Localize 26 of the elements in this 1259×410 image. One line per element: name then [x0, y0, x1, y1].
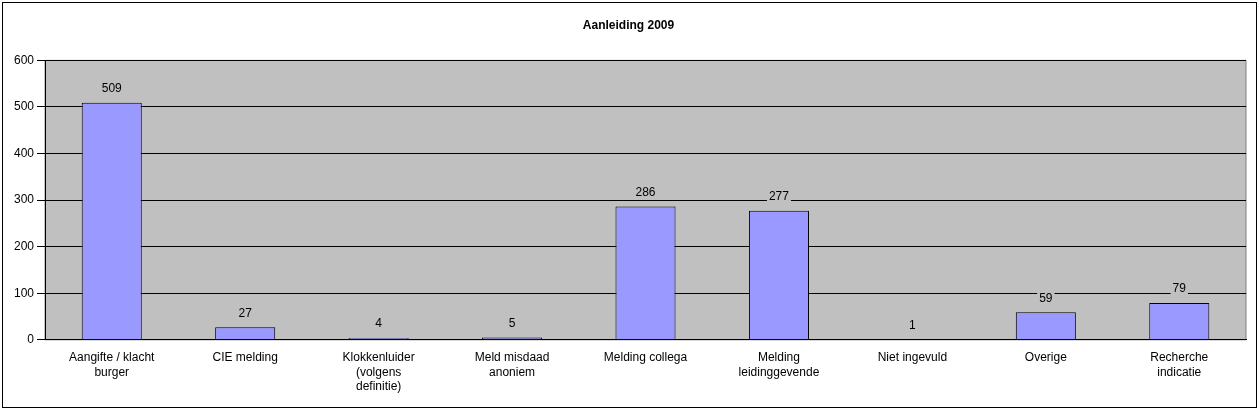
data-label: 59: [1039, 290, 1053, 305]
x-tick-label: Meld misdaad anoniem: [474, 350, 550, 379]
x-tick-label: CIE melding: [212, 350, 278, 365]
chart-title: Aanleiding 2009: [582, 17, 675, 32]
data-label: 277: [768, 189, 790, 204]
x-tick-label: Recherche indicatie: [1150, 350, 1209, 379]
y-tick-label: 100: [13, 285, 35, 300]
x-tick-label: Aangifte / klacht burger: [69, 350, 156, 379]
data-label: 4: [375, 316, 383, 331]
x-tick-label: Klokkenluider (volgens definitie): [342, 350, 415, 394]
y-tick-label: 200: [13, 238, 35, 253]
y-tick-label: 400: [13, 145, 35, 160]
data-label: 509: [101, 81, 123, 96]
data-label: 1: [909, 317, 917, 332]
x-tick-label: Melding leidinggevende: [738, 350, 820, 379]
y-tick-label: 500: [13, 99, 35, 114]
data-label: 286: [635, 184, 656, 199]
y-tick-label: 0: [27, 332, 35, 347]
data-label: 79: [1172, 281, 1187, 296]
data-label: 5: [508, 315, 516, 330]
y-tick-label: 300: [13, 192, 35, 207]
x-tick-label: Melding collega: [603, 350, 688, 365]
x-tick-label: Niet ingevuld: [877, 350, 948, 365]
y-tick-label: 600: [13, 52, 35, 67]
data-label: 27: [238, 305, 253, 320]
x-tick-label: Overige: [1024, 350, 1068, 365]
